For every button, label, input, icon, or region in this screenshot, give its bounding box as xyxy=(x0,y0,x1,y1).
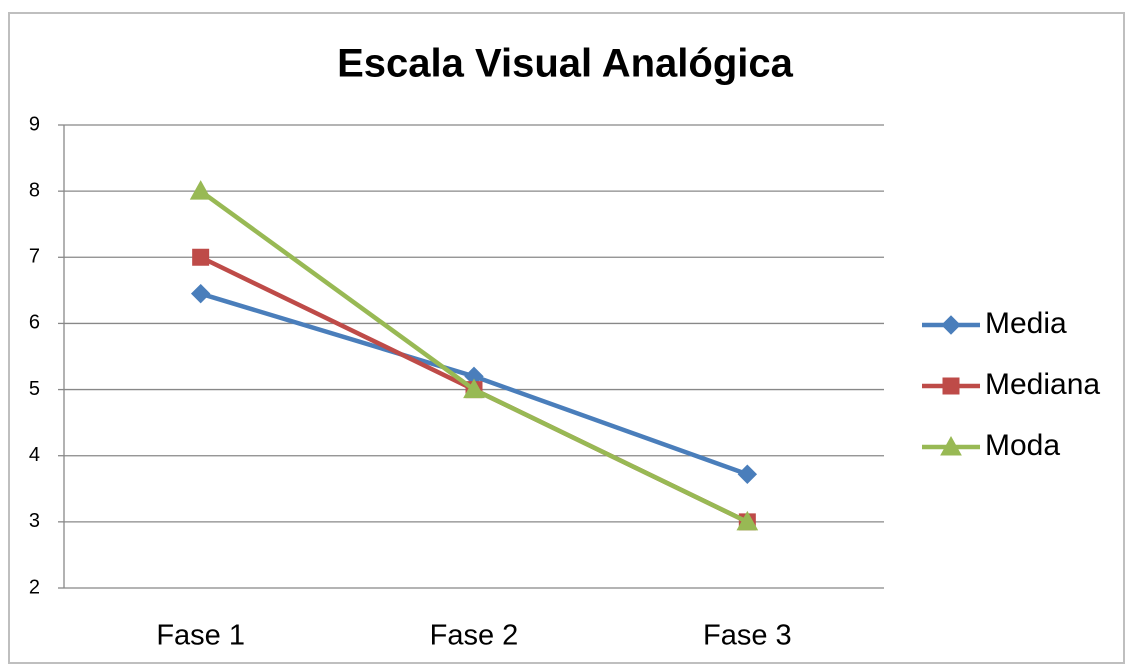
data-marker xyxy=(737,464,758,484)
data-marker xyxy=(192,248,210,266)
legend-marker xyxy=(940,435,962,456)
legend-label: Moda xyxy=(985,429,1060,462)
data-marker xyxy=(736,510,759,531)
y-tick-label: 7 xyxy=(29,246,40,268)
y-tick-label: 3 xyxy=(29,510,40,532)
data-marker xyxy=(189,180,212,200)
x-tick-label: Fase 2 xyxy=(430,620,519,652)
x-tick-label: Fase 1 xyxy=(156,620,245,652)
data-marker xyxy=(463,378,485,399)
legend-label: Mediana xyxy=(985,368,1100,401)
y-tick-label: 9 xyxy=(29,113,40,135)
y-tick-label: 8 xyxy=(29,179,40,201)
y-tick-label: 5 xyxy=(29,378,40,400)
legend-label: Media xyxy=(985,307,1067,340)
x-tick-label: Fase 3 xyxy=(703,620,792,652)
chart-frame xyxy=(8,12,1125,664)
legend-marker xyxy=(942,377,960,395)
chart-title: Escala Visual Analógica xyxy=(337,42,794,86)
y-tick-label: 2 xyxy=(29,576,40,598)
y-tick-label: 4 xyxy=(29,444,40,466)
legend-marker xyxy=(941,315,961,335)
y-tick-label: 6 xyxy=(29,312,40,334)
data-marker xyxy=(190,283,211,304)
